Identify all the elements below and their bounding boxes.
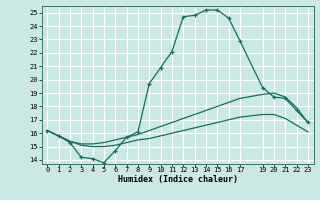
X-axis label: Humidex (Indice chaleur): Humidex (Indice chaleur) xyxy=(118,175,237,184)
